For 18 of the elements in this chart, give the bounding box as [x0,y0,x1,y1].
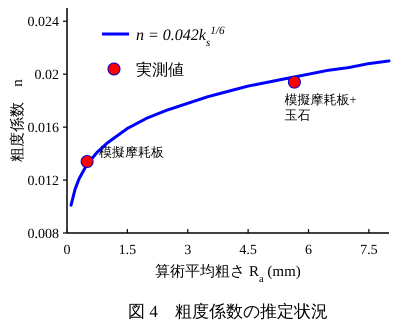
x-tick-label: 0 [64,243,70,258]
y-tick-label: 0.016 [28,121,59,136]
y-tick-label: 0.012 [28,174,59,190]
x-tick-label: 3 [184,243,192,258]
x-tick-label: 1.5 [118,243,136,258]
legend-label: 実測値 [136,61,184,79]
x-axis-title: 算術平均粗さ R$_{a}$ (mm) [155,263,301,284]
y-tick-label: 0.02 [34,68,59,84]
x-tick-label: 7.5 [360,243,378,258]
text: 図 4 粗度係数の推定状況 [128,302,328,321]
x-tick-label: 6 [305,243,312,258]
y-axis-title: 粗度係数 n [9,78,26,162]
x-tick-label: 4.5 [239,243,257,258]
y-tick-label: 0.024 [28,15,59,30]
line-series [70,59,390,207]
annotation: 模擬摩耗板+ 玉石 [284,92,357,123]
y-tick-label: 0.008 [28,227,59,242]
annotation: 模擬摩耗板 [99,144,164,160]
